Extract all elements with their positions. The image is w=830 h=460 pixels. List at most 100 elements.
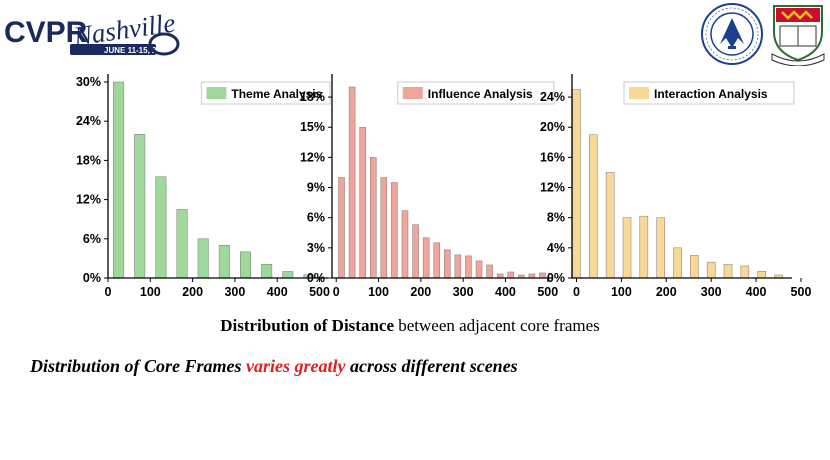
slide-subtitle: Distribution of Core Frames varies great… xyxy=(30,356,518,377)
bar xyxy=(656,217,665,279)
y-tick-label: 18% xyxy=(300,90,325,104)
bar xyxy=(605,172,615,279)
chart-interaction-svg: 0% 4% 8% 12% 16% 20% 24% 0 100 200 300 400 500 Intera… xyxy=(540,74,811,299)
bar xyxy=(622,217,632,279)
x-tick-label: 500 xyxy=(791,285,812,299)
y-tick-label: 9% xyxy=(307,181,325,195)
bar xyxy=(486,264,493,279)
x-tick-label: 100 xyxy=(140,285,161,299)
legend-label: Interaction Analysis xyxy=(654,87,768,101)
y-tick-label: 0% xyxy=(547,271,565,285)
y-tick-label: 0% xyxy=(83,271,101,285)
guitar-body-icon xyxy=(148,32,180,56)
x-tick-label: 400 xyxy=(267,285,288,299)
guitar-neck-icon xyxy=(70,44,156,55)
bar xyxy=(757,270,766,279)
subtitle-highlight: varies greatly xyxy=(246,356,346,376)
cvpr-logo-text: CVPR xyxy=(4,16,88,49)
x-tick-label: 200 xyxy=(410,285,431,299)
y-tick-label: 12% xyxy=(300,150,325,164)
bar xyxy=(380,177,388,279)
x-tick-label: 0 xyxy=(333,285,340,299)
bar xyxy=(589,134,598,279)
x-tick-label: 500 xyxy=(309,285,330,299)
legend-label: Influence Analysis xyxy=(428,87,533,101)
subtitle-after: across different scenes xyxy=(345,356,518,376)
bar xyxy=(197,238,209,279)
chart-influence-svg: 0% 3% 6% 9% 12% 15% 18% 0 100 200 300 400 500 Influen… xyxy=(300,74,558,299)
bar xyxy=(690,255,699,279)
bar xyxy=(454,254,462,279)
y-tick-label: 4% xyxy=(547,241,565,255)
x-tick-label: 300 xyxy=(224,285,245,299)
y-tick-label: 16% xyxy=(540,150,565,164)
legend-label: Theme Analysis xyxy=(231,87,322,101)
x-tick-label: 500 xyxy=(537,285,558,299)
bar xyxy=(176,209,188,279)
subtitle-before: Distribution of Core Frames xyxy=(30,356,247,376)
bar xyxy=(507,271,514,279)
x-tick-label: 100 xyxy=(611,285,632,299)
bar xyxy=(261,264,273,279)
y-tick-label: 15% xyxy=(300,120,325,134)
bar xyxy=(706,261,716,279)
y-tick-label: 12% xyxy=(540,181,565,195)
bar xyxy=(338,177,345,279)
y-tick-label: 6% xyxy=(307,211,325,225)
chart-theme-analysis: 0% 6% 12% 18% 24% 30% 0 100 200 300 400 500 Theme An… xyxy=(58,72,338,312)
chart-theme-svg: 0% 6% 12% 18% 24% 30% 0 100 200 300 400 500 Theme An… xyxy=(76,74,331,299)
x-tick-label: 0 xyxy=(105,285,112,299)
bar xyxy=(422,237,430,279)
y-tick-label: 8% xyxy=(547,211,565,225)
bar xyxy=(433,242,440,279)
bar xyxy=(639,215,649,279)
bar xyxy=(465,255,472,279)
chart-influence-analysis: 0% 3% 6% 9% 12% 15% 18% 0 100 200 300 400 500 Influen… xyxy=(282,72,562,312)
x-tick-label: 100 xyxy=(368,285,389,299)
y-tick-label: 12% xyxy=(76,193,101,207)
hku-crest xyxy=(768,2,828,67)
figure-caption: Distribution of Distance between adjacen… xyxy=(0,316,820,336)
bar xyxy=(572,89,581,279)
legend-swatch xyxy=(402,87,423,99)
bar xyxy=(475,260,483,279)
y-tick-label: 24% xyxy=(76,114,101,128)
bar xyxy=(401,210,409,279)
bar xyxy=(370,157,377,279)
bar xyxy=(359,126,366,279)
x-tick-label: 400 xyxy=(495,285,516,299)
legend-swatch xyxy=(206,87,227,99)
x-tick-label: 300 xyxy=(701,285,722,299)
legend-box xyxy=(623,81,795,105)
cvpr-nashville-logo: CVPR Nashville JUNE 11-15, 2025 xyxy=(4,4,194,62)
caption-bold: Distribution of Distance xyxy=(220,316,394,335)
legend-box xyxy=(200,81,331,105)
x-tick-label: 0 xyxy=(573,285,580,299)
chart-interaction-analysis: 0% 4% 8% 12% 16% 20% 24% 0 100 200 300 400 500 Intera… xyxy=(522,72,811,312)
y-tick-label: 3% xyxy=(307,241,325,255)
bar xyxy=(155,176,167,279)
bar xyxy=(723,264,733,279)
conference-date: JUNE 11-15, 2025 xyxy=(104,46,170,55)
x-tick-label: 200 xyxy=(182,285,203,299)
bar xyxy=(134,134,146,279)
bar xyxy=(444,249,451,279)
y-tick-label: 6% xyxy=(83,232,101,246)
x-tick-label: 400 xyxy=(746,285,767,299)
bar xyxy=(348,86,356,279)
y-tick-label: 30% xyxy=(76,75,101,89)
bar xyxy=(218,245,230,279)
bar xyxy=(412,224,419,279)
caption-rest: between adjacent core frames xyxy=(394,316,600,335)
y-tick-label: 24% xyxy=(540,90,565,104)
legend-swatch xyxy=(629,87,649,99)
x-tick-label: 200 xyxy=(656,285,677,299)
bar xyxy=(240,251,251,279)
y-tick-label: 18% xyxy=(76,153,101,167)
y-tick-label: 0% xyxy=(307,271,325,285)
legend-box xyxy=(397,81,555,105)
x-tick-label: 300 xyxy=(453,285,474,299)
bar xyxy=(740,265,750,279)
beihang-university-seal xyxy=(700,2,764,66)
bar xyxy=(673,247,682,279)
